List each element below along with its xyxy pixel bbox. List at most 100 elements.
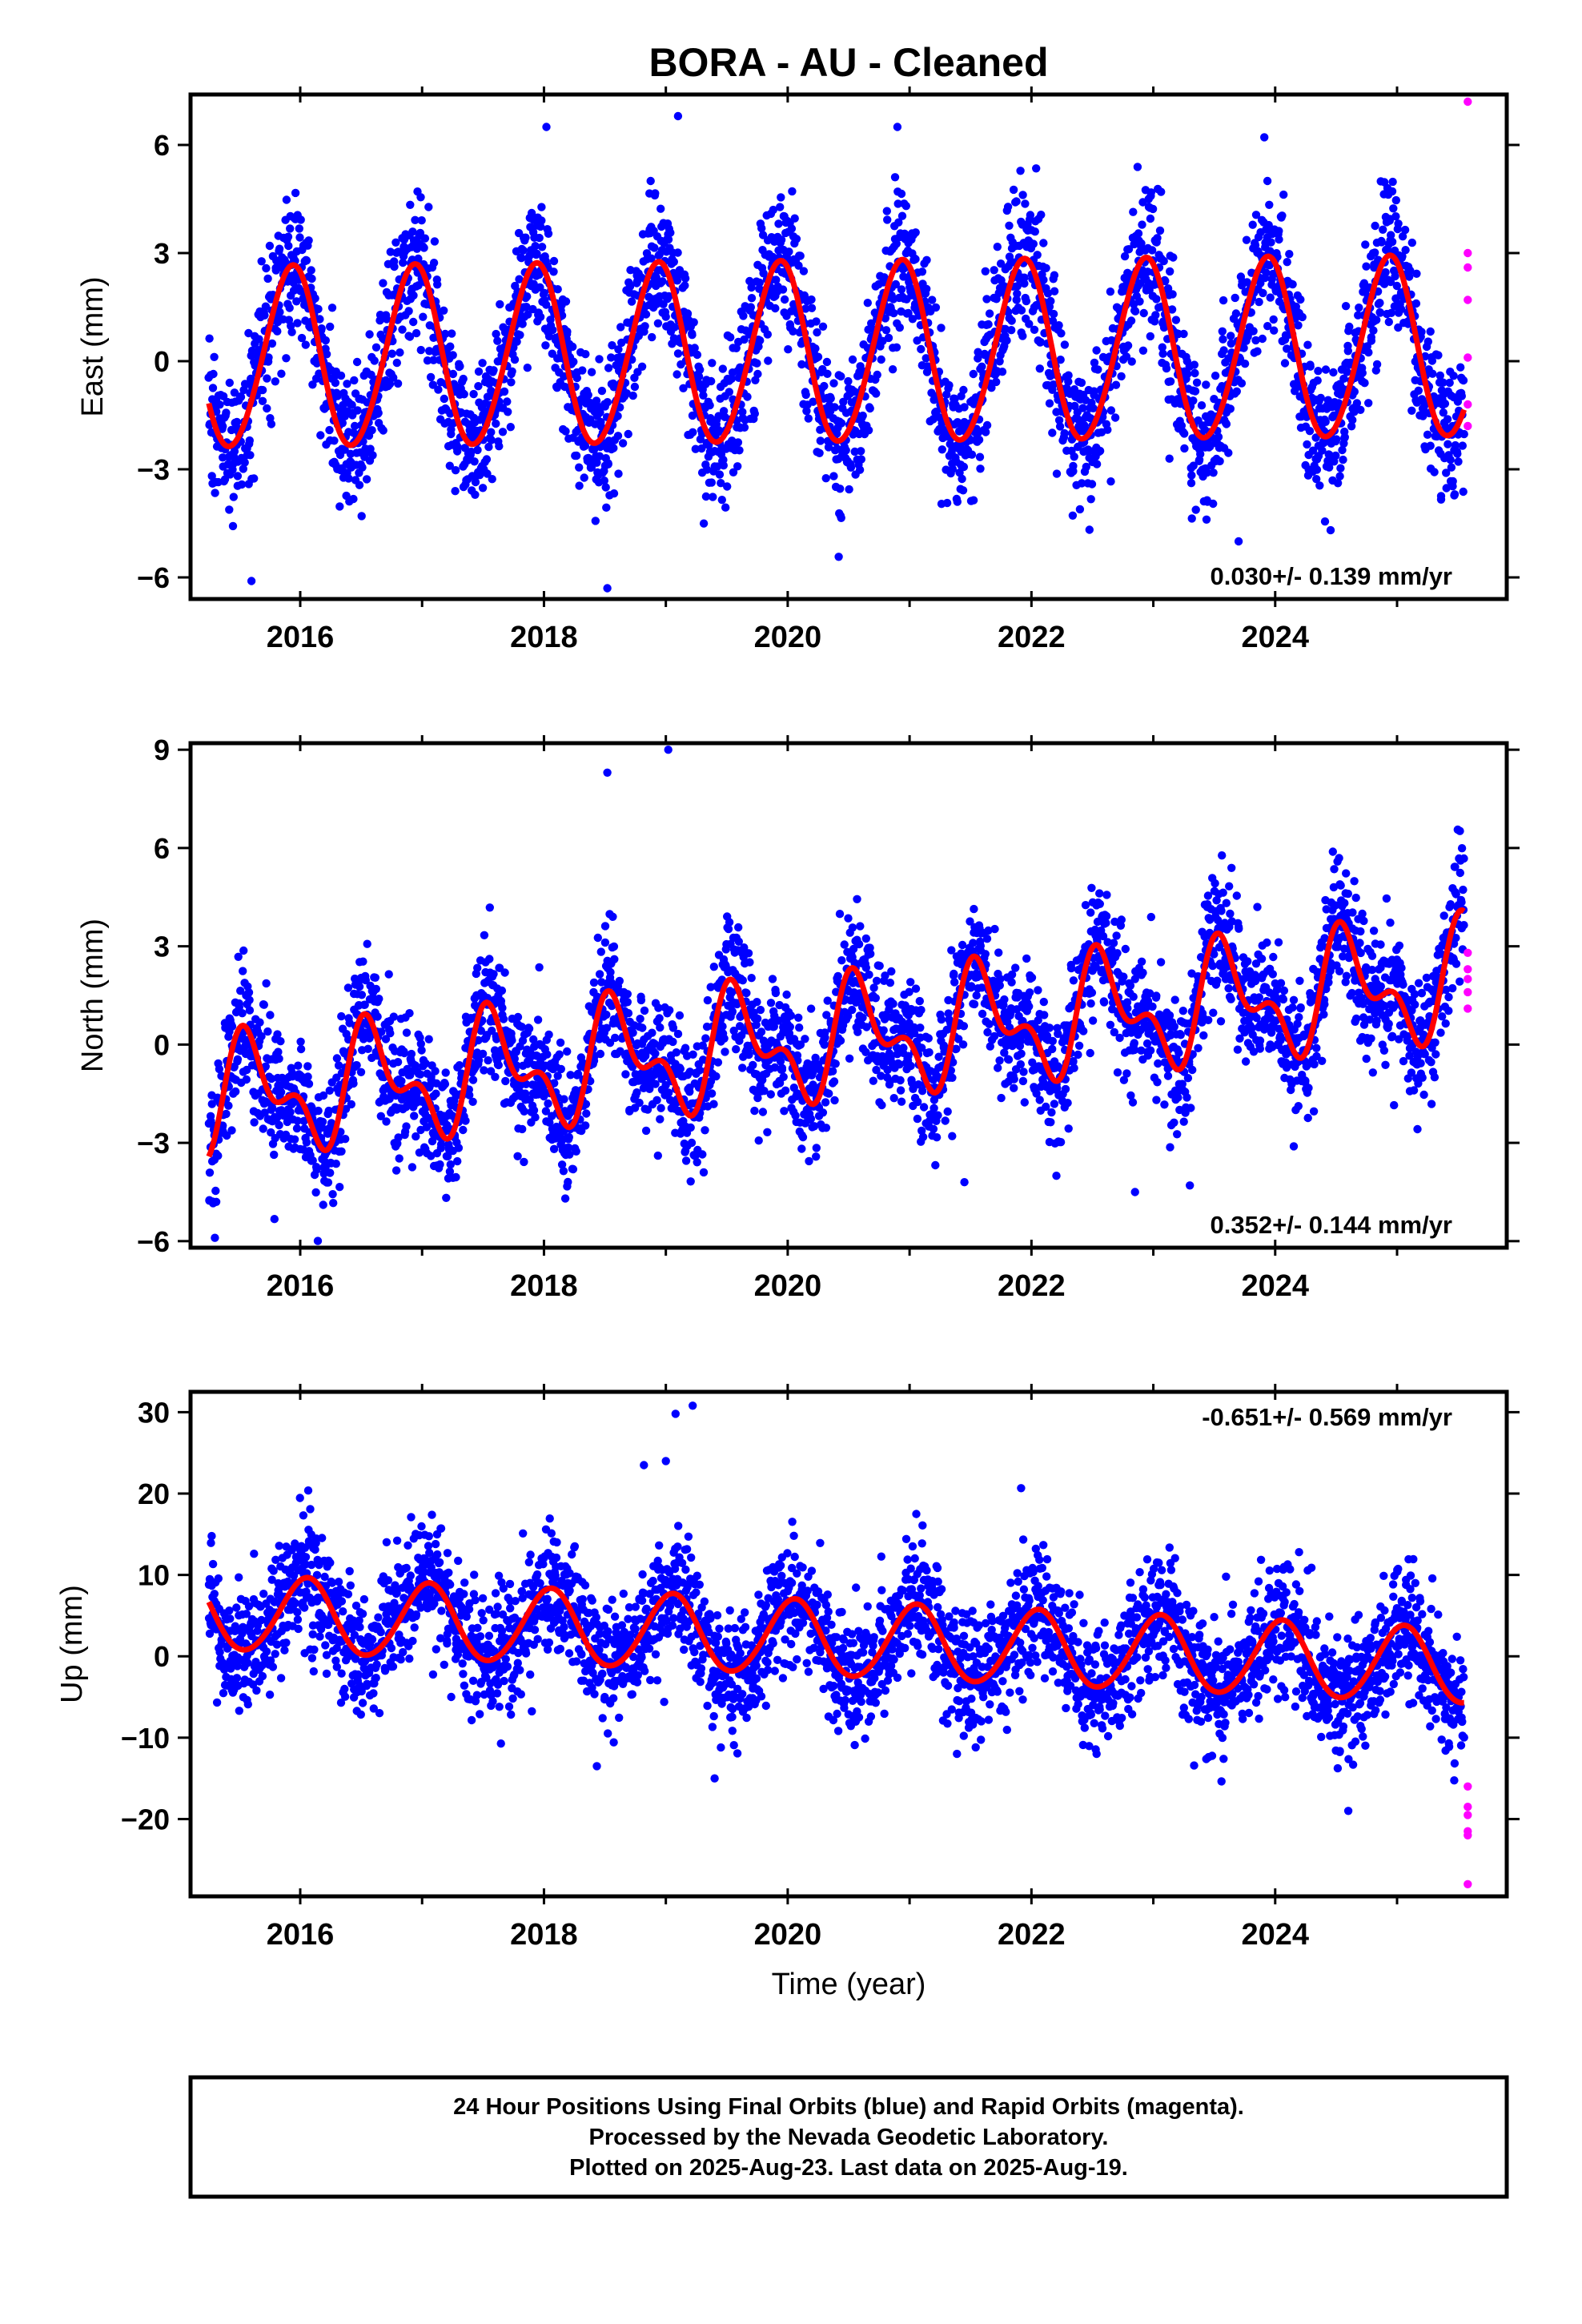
final-orbit-point [771,304,780,313]
final-orbit-point [686,1123,695,1132]
final-orbit-point [1202,380,1211,389]
final-orbit-point [652,273,661,282]
final-orbit-point [829,379,838,388]
final-orbit-point [421,1059,430,1068]
final-orbit-point [267,420,276,428]
final-orbit-point [529,1035,538,1044]
final-orbit-point [1218,327,1227,336]
final-orbit-point [327,304,337,312]
final-orbit-point [485,955,494,963]
final-orbit-point [821,474,830,483]
final-orbit-point [789,327,797,336]
final-orbit-point [416,228,425,238]
final-orbit-point [653,319,663,328]
final-orbit-point [780,1107,789,1116]
final-orbit-point [719,461,728,470]
final-orbit-point [603,398,612,407]
final-orbit-point [500,387,509,396]
final-orbit-point [272,1113,282,1123]
final-orbit-point [1203,468,1212,477]
final-orbit-point [416,345,425,355]
final-orbit-point [717,496,726,505]
final-orbit-point [1361,240,1370,249]
final-orbit-point [489,366,498,375]
final-orbit-point [1283,258,1291,267]
final-orbit-point [350,421,359,431]
final-orbit-point [1450,490,1460,499]
final-orbit-point [1345,322,1354,332]
final-orbit-point [521,233,530,242]
final-orbit-point [1443,415,1452,424]
final-orbit-point [286,224,295,233]
final-orbit-point [1443,440,1452,448]
final-orbit-point [563,1047,572,1056]
final-orbit-point [787,224,797,233]
final-orbit-point [821,1098,830,1107]
final-orbit-point [412,1132,420,1141]
final-orbit-point [937,324,946,332]
final-orbit-point [791,1111,800,1120]
final-orbit-point [537,216,546,225]
final-orbit-point [630,382,640,392]
final-orbit-point [308,1156,317,1165]
final-orbit-point [771,988,781,998]
x-tick-label: 2022 [998,621,1066,654]
final-orbit-point [275,1120,283,1130]
final-orbit-point [385,380,395,388]
final-orbit-point [313,1236,323,1245]
final-orbit-point [689,1050,697,1059]
final-orbit-point [753,1093,762,1103]
final-orbit-point [1262,268,1271,277]
final-orbit-point [382,1117,391,1126]
final-orbit-point [207,472,216,480]
final-orbit-point [846,463,856,472]
final-orbit-point [707,478,716,487]
final-orbit-point [738,408,747,416]
final-orbit-point [772,275,781,284]
final-orbit-point [1107,336,1116,345]
rate-annotation: 0.030+/- 0.139 mm/yr [1211,562,1452,590]
final-orbit-point [685,1088,694,1096]
final-orbit-point [990,266,998,275]
final-orbit-point [557,1160,567,1169]
final-orbit-point [225,378,234,388]
final-orbit-point [1211,372,1220,380]
final-orbit-point [652,1096,661,1105]
final-orbit-point [259,1124,267,1133]
final-orbit-point [1355,304,1363,312]
final-orbit-point [985,309,994,318]
final-orbit-point [307,274,316,283]
final-orbit-point [1169,253,1178,262]
final-orbit-point [1183,369,1192,379]
final-orbit-point [1159,256,1168,266]
final-orbit-point [553,285,562,294]
final-orbit-point [1111,380,1121,389]
final-orbit-point [1227,332,1235,340]
final-orbit-point [776,203,785,211]
final-orbit-point [1312,465,1322,474]
final-orbit-point [707,376,716,386]
final-orbit-point [673,248,682,257]
final-orbit-point [319,1200,327,1209]
final-orbit-point [1190,360,1199,369]
final-orbit-point [239,967,247,975]
final-orbit-point [651,189,660,198]
final-orbit-point [260,311,269,320]
final-orbit-point [725,388,733,396]
final-orbit-point [440,329,450,339]
final-orbit-point [818,1108,828,1117]
final-orbit-point [1398,232,1407,241]
final-orbit-point [442,1193,451,1203]
final-orbit-point [480,931,489,940]
final-orbit-point [566,1071,575,1080]
final-orbit-point [1278,211,1287,220]
final-orbit-point [1039,239,1048,247]
final-orbit-point [732,1045,741,1054]
final-orbit-point [643,1105,652,1114]
final-orbit-point [271,377,279,386]
final-orbit-point [698,1041,707,1050]
final-orbit-point [665,292,673,301]
final-orbit-point [1339,455,1347,464]
final-orbit-point [474,367,484,376]
